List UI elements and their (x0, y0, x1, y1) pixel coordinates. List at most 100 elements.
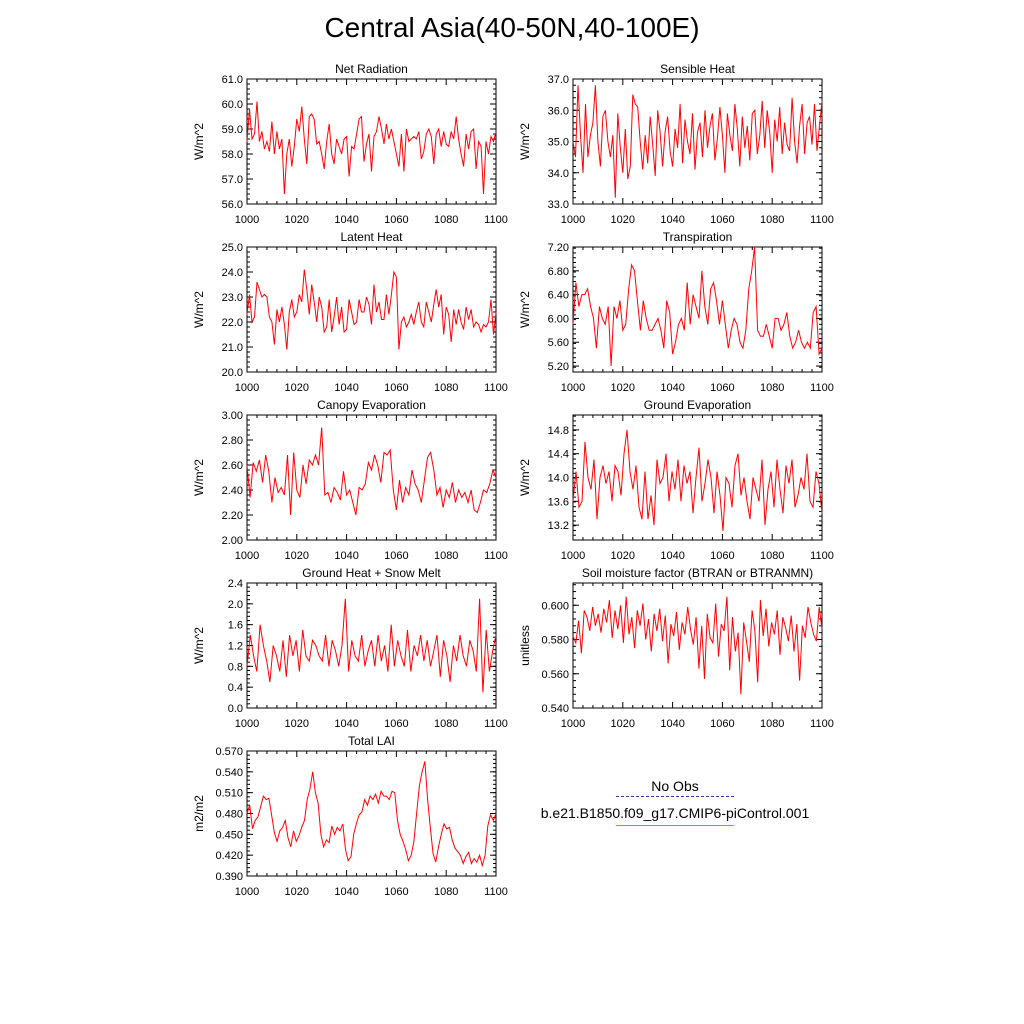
y-tick-label: 5.60 (548, 337, 569, 349)
x-tick-label: 1080 (434, 886, 458, 898)
x-tick-label: 1040 (334, 550, 358, 562)
x-tick-label: 1020 (285, 886, 309, 898)
chart-panel-0: Net Radiation W/m^2 1000 1020 1040 1060 1080 11… (192, 62, 508, 226)
series-line (246, 427, 497, 516)
y-tick-label: 5.20 (548, 361, 569, 373)
series-line (572, 429, 823, 532)
y-tick-label: 23.0 (222, 292, 243, 304)
x-tick-label: 1100 (810, 718, 834, 730)
y-axis-label: W/m^2 (192, 627, 206, 664)
y-tick-label: 35.0 (548, 137, 569, 149)
x-tick-label: 1000 (561, 718, 585, 730)
y-tick-label: 0.8 (228, 661, 243, 673)
x-tick-label: 1040 (334, 214, 358, 226)
y-axis-label: W/m^2 (192, 291, 206, 328)
panel-title: Net Radiation (335, 62, 408, 76)
y-tick-label: 2.0 (228, 599, 243, 611)
y-tick-label: 14.0 (548, 473, 569, 485)
y-tick-label: 1.6 (228, 620, 243, 632)
x-tick-label: 1020 (611, 550, 635, 562)
y-tick-label: 3.00 (222, 410, 243, 422)
y-tick-label: 7.20 (548, 242, 569, 254)
y-axis-label: W/m^2 (518, 123, 532, 160)
x-tick-label: 1080 (760, 214, 784, 226)
x-tick-label: 1100 (484, 886, 508, 898)
plot-frame (572, 582, 823, 709)
x-tick-label: 1040 (334, 886, 358, 898)
panel-title: Ground Evaporation (644, 398, 751, 412)
x-tick-label: 1080 (760, 550, 784, 562)
y-tick-label: 25.0 (222, 242, 243, 254)
x-tick-label: 1000 (235, 886, 259, 898)
legend-obs-label: No Obs (651, 778, 699, 794)
y-tick-label: 2.60 (222, 460, 243, 472)
y-axis-label: unitless (518, 625, 532, 666)
x-tick-label: 1060 (710, 718, 734, 730)
y-tick-label: 0.0 (228, 703, 243, 715)
panel-title: Transpiration (663, 230, 733, 244)
x-tick-label: 1000 (561, 382, 585, 394)
x-tick-label: 1020 (611, 214, 635, 226)
series-line (572, 246, 823, 367)
x-tick-label: 1100 (484, 214, 508, 226)
y-tick-label: 13.6 (548, 496, 569, 508)
y-tick-label: 58.0 (222, 149, 243, 161)
y-tick-label: 14.8 (548, 425, 569, 437)
y-tick-label: 20.0 (222, 367, 243, 379)
plot-frame (246, 750, 497, 877)
legend-model-swatch (616, 825, 734, 826)
chart-panel-7: Soil moisture factor (BTRAN or BTRANMN) u… (518, 566, 834, 730)
y-tick-label: 14.4 (548, 449, 569, 461)
panel-title: Canopy Evaporation (317, 398, 426, 412)
y-tick-label: 0.390 (215, 871, 243, 883)
x-tick-label: 1000 (561, 550, 585, 562)
plot-frame (572, 78, 823, 205)
chart-panel-5: Ground Evaporation W/m^2 1000 1020 1040 1060 1… (518, 398, 834, 562)
panel-title: Ground Heat + Snow Melt (302, 566, 441, 580)
x-tick-label: 1060 (710, 550, 734, 562)
x-tick-label: 1040 (660, 382, 684, 394)
x-tick-label: 1000 (561, 214, 585, 226)
x-tick-label: 1080 (434, 382, 458, 394)
panel-title: Latent Heat (340, 230, 403, 244)
y-tick-label: 60.0 (222, 99, 243, 111)
x-tick-label: 1040 (660, 718, 684, 730)
plot-frame (572, 246, 823, 373)
chart-panel-2: Latent Heat W/m^2 1000 1020 1040 1060 1080 1100… (192, 230, 508, 394)
y-tick-label: 0.580 (541, 635, 569, 647)
figure-title: Central Asia(40-50N,40-100E) (324, 12, 700, 43)
x-tick-label: 1100 (810, 382, 834, 394)
x-tick-label: 1060 (384, 886, 408, 898)
series-line (572, 596, 823, 695)
y-axis-label: W/m^2 (192, 459, 206, 496)
x-tick-label: 1020 (285, 382, 309, 394)
y-tick-label: 33.0 (548, 199, 569, 211)
y-tick-label: 6.00 (548, 313, 569, 325)
y-tick-label: 1.2 (228, 641, 243, 653)
y-tick-label: 0.570 (215, 746, 243, 758)
x-tick-label: 1060 (384, 550, 408, 562)
chart-panel-1: Sensible Heat W/m^2 1000 1020 1040 1060 1080 11… (518, 62, 834, 226)
y-tick-label: 0.480 (215, 809, 243, 821)
legend-model-label: b.e21.B1850.f09_g17.CMIP6-piControl.001 (540, 805, 810, 821)
x-tick-label: 1020 (285, 214, 309, 226)
y-tick-label: 6.40 (548, 290, 569, 302)
legend: No Obs b.e21.B1850.f09_g17.CMIP6-piContr… (520, 778, 830, 826)
x-tick-label: 1020 (285, 550, 309, 562)
y-tick-label: 61.0 (222, 74, 243, 86)
y-tick-label: 2.4 (228, 578, 243, 590)
x-tick-label: 1100 (484, 718, 508, 730)
x-tick-label: 1100 (810, 214, 834, 226)
x-tick-label: 1000 (235, 718, 259, 730)
x-tick-label: 1080 (434, 214, 458, 226)
x-tick-label: 1040 (334, 718, 358, 730)
series-line (572, 85, 823, 198)
y-axis-label: W/m^2 (192, 123, 206, 160)
x-tick-label: 1000 (235, 550, 259, 562)
series-line (246, 101, 497, 195)
y-tick-label: 59.0 (222, 124, 243, 136)
y-tick-label: 36.0 (548, 105, 569, 117)
y-tick-label: 0.540 (541, 703, 569, 715)
y-tick-label: 0.4 (228, 682, 243, 694)
x-tick-label: 1100 (810, 550, 834, 562)
